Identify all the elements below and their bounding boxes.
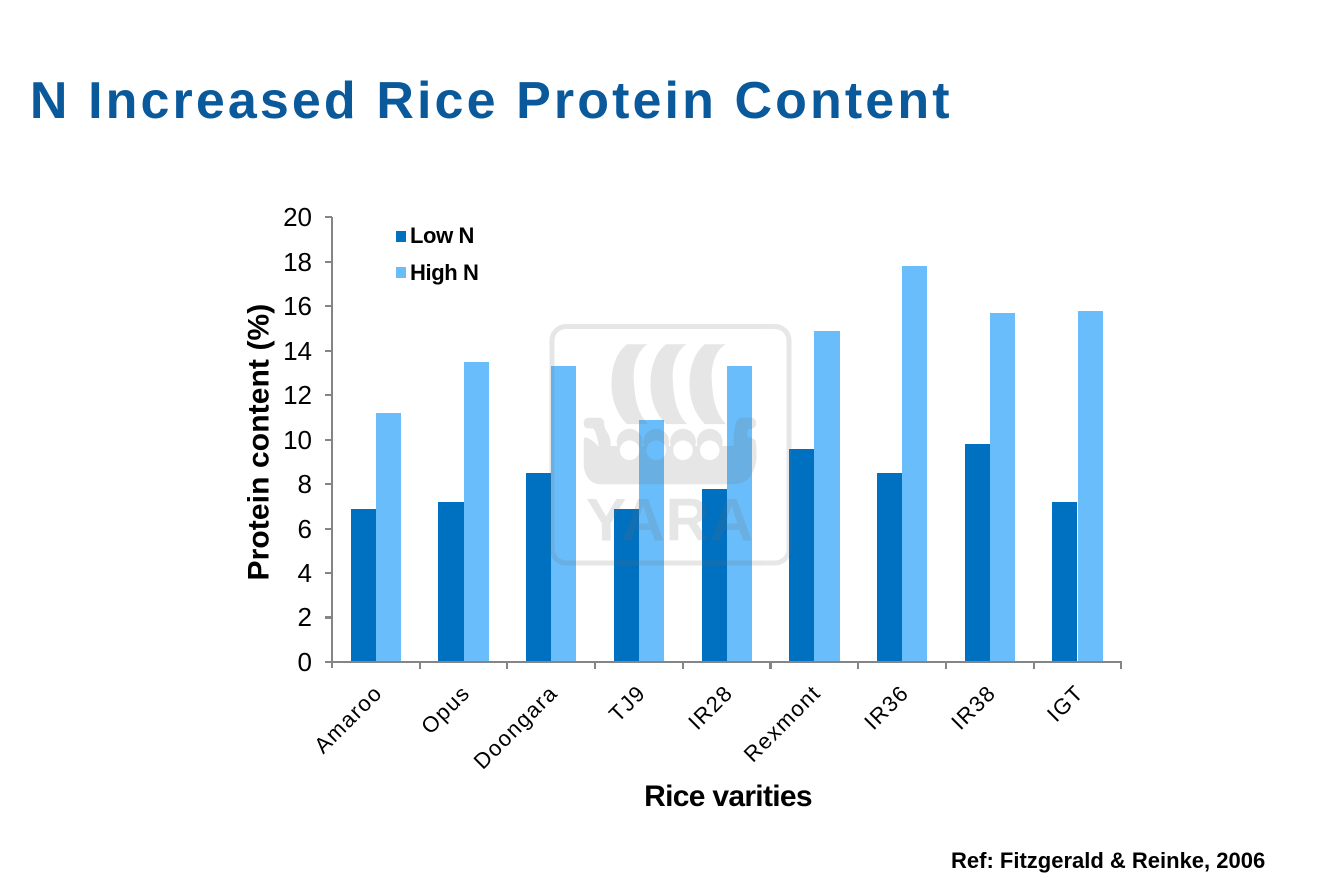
svg-text:YARA: YARA — [586, 485, 754, 553]
